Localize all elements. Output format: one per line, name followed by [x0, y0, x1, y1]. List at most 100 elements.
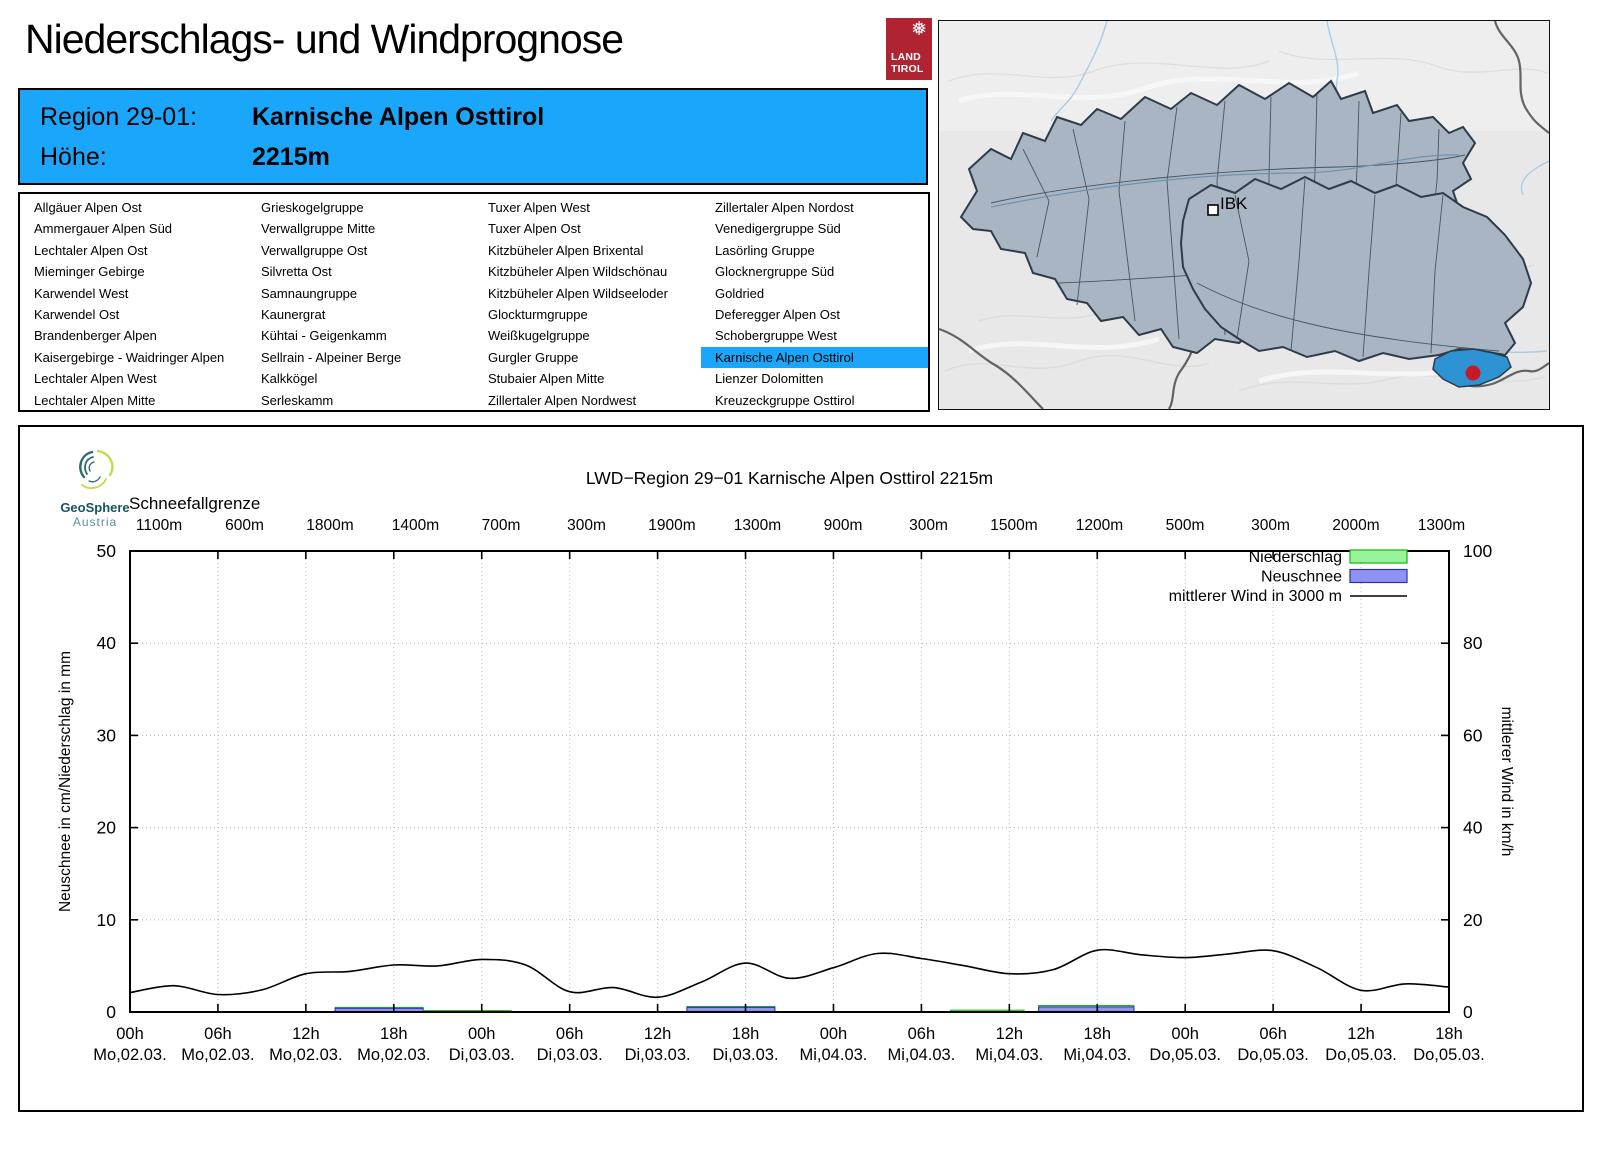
map-region-east-tirol	[1179, 175, 1533, 363]
y-right-axis-title: mittlerer Wind in km/h	[1498, 707, 1515, 857]
x-tick-time-label: 18h	[1084, 1025, 1112, 1043]
region-list-item[interactable]: Deferegger Alpen Ost	[715, 306, 841, 322]
x-tick-date-label: Mi,04.03.	[1063, 1046, 1131, 1064]
chart-grid	[130, 551, 1449, 1012]
region-list-item[interactable]: Stubaier Alpen Mitte	[488, 371, 605, 387]
forecast-chart-panel: GeoSphere Austria LWD−Region 29−01 Karni…	[18, 425, 1584, 1112]
x-tick-date-label: Mi,04.03.	[800, 1046, 868, 1064]
x-tick-time-label: 06h	[1259, 1025, 1287, 1043]
region-list-item[interactable]: Serleskamm	[261, 392, 334, 408]
y-right-tick-label: 20	[1463, 910, 1483, 930]
region-list-item[interactable]: Zillertaler Alpen Nordost	[715, 200, 854, 215]
x-tick-time-label: 00h	[116, 1025, 144, 1043]
region-list-column-2: Grieskogelgruppe Verwallgruppe Mitte Verwa…	[247, 194, 474, 410]
map-location-dot	[1465, 365, 1481, 381]
region-list-item[interactable]: Kitzbüheler Alpen Brixental	[488, 242, 644, 258]
region-list-item[interactable]: Samnaungruppe	[261, 285, 358, 301]
y-left-tick-label: 30	[97, 725, 117, 745]
geosphere-name: GeoSphere	[60, 500, 130, 515]
y-left-tick-label: 10	[97, 910, 117, 930]
region-list-item[interactable]: Ammergauer Alpen Süd	[34, 221, 173, 237]
region-list-item[interactable]: Kaisergebirge - Waidringer Alpen	[34, 349, 225, 365]
region-list-item[interactable]: Verwallgruppe Ost	[261, 242, 368, 258]
region-list-item-selected[interactable]: Karnische Alpen Osttirol	[701, 346, 928, 369]
schneefallgrenze-value: 1500m	[990, 517, 1037, 534]
region-list-item[interactable]: Grieskogelgruppe	[261, 200, 364, 215]
x-tick-time-label: 18h	[380, 1025, 408, 1043]
region-list-item[interactable]: Kitzbüheler Alpen Wildseeloder	[488, 285, 668, 301]
wind-line	[129, 948, 1450, 999]
legend-key-box	[1349, 568, 1408, 584]
region-list-item[interactable]: Lechtaler Alpen West	[34, 371, 157, 387]
region-list-item[interactable]: Verwallgruppe Mitte	[261, 221, 376, 237]
forecast-chart: LWD−Region 29−01 Karnische Alpen Osttiro…	[57, 468, 1515, 1064]
region-list-item[interactable]: Brandenberger Alpen	[34, 328, 157, 344]
geosphere-logo: GeoSphere Austria	[50, 447, 140, 529]
y-left-tick-label: 0	[106, 1002, 116, 1022]
x-tick-date-label: Do,05.03.	[1237, 1046, 1309, 1064]
schneefallgrenze-value: 1300m	[1418, 517, 1465, 534]
y-right-tick-label: 60	[1463, 725, 1483, 745]
x-tick-date-label: Do,05.03.	[1149, 1046, 1221, 1064]
page-title: Niederschlags- und Windprognose	[25, 16, 624, 62]
schneefallgrenze-label: Schneefallgrenze	[129, 494, 260, 513]
x-tick-date-label: Di,03.03.	[713, 1046, 779, 1064]
region-list-item[interactable]: Weißkugelgruppe	[488, 328, 590, 344]
region-list-item[interactable]: Kühtai - Geigenkamm	[261, 328, 387, 344]
region-list-item[interactable]: Mieminger Gebirge	[34, 264, 145, 280]
region-list-item[interactable]: Kreuzeckgruppe Osttirol	[715, 392, 855, 408]
schneefallgrenze-value: 300m	[1251, 517, 1290, 534]
x-tick-date-label: Mi,04.03.	[887, 1046, 955, 1064]
x-tick-time-label: 18h	[1435, 1025, 1463, 1043]
region-list-item[interactable]: Schobergruppe West	[715, 328, 837, 344]
schneefallgrenze-value: 300m	[567, 517, 606, 534]
schneefallgrenze-value: 1100m	[136, 517, 182, 534]
schneefallgrenze-value: 1300m	[734, 517, 781, 534]
region-list-item[interactable]: Glockturmgruppe	[488, 306, 588, 322]
x-tick-time-label: 00h	[468, 1025, 496, 1043]
x-tick-time-label: 12h	[644, 1025, 672, 1043]
region-list-item[interactable]: Kalkkögel	[261, 371, 318, 387]
x-tick-date-label: Di,03.03.	[537, 1046, 603, 1064]
region-list-item[interactable]: Silvretta Ost	[261, 264, 332, 280]
schneefallgrenze-value: 600m	[225, 517, 264, 534]
region-list-item[interactable]: Allgäuer Alpen Ost	[34, 200, 142, 215]
x-tick-time-label: 00h	[820, 1025, 848, 1043]
hoehe-value: 2215m	[252, 143, 330, 171]
region-row: Region 29-01: Karnische Alpen Osttirol	[40, 103, 544, 132]
region-list-item[interactable]: Kitzbüheler Alpen Wildschönau	[488, 264, 668, 280]
region-list-item[interactable]: Venedigergruppe Süd	[715, 221, 841, 237]
region-list-item[interactable]: Karwendel Ost	[34, 306, 120, 322]
region-list-item[interactable]: Lasörling Gruppe	[715, 242, 815, 258]
x-tick-date-label: Mi,04.03.	[975, 1046, 1043, 1064]
chart-border	[129, 550, 1450, 1013]
y-left-tick-label: 20	[97, 818, 117, 838]
x-tick-time-label: 18h	[732, 1025, 760, 1043]
x-tick-date-label: Do,05.03.	[1325, 1046, 1397, 1064]
x-tick-time-label: 00h	[1171, 1025, 1199, 1043]
legend-key-box	[1349, 549, 1408, 564]
y-left-tick-label: 50	[97, 541, 117, 561]
x-tick-time-label: 12h	[1347, 1025, 1375, 1043]
legend-label: mittlerer Wind in 3000 m	[1169, 588, 1342, 605]
region-list-item[interactable]: Tuxer Alpen Ost	[488, 221, 581, 237]
region-list-item[interactable]: Karwendel West	[34, 285, 129, 301]
region-list-item[interactable]: Lienzer Dolomitten	[715, 371, 824, 387]
region-list-item[interactable]: Lechtaler Alpen Mitte	[34, 392, 156, 408]
region-list-item[interactable]: Goldried	[715, 285, 765, 301]
region-header-box: Region 29-01: Karnische Alpen Osttirol H…	[18, 88, 928, 185]
region-list-item[interactable]: Sellrain - Alpeiner Berge	[261, 349, 402, 365]
region-list-item[interactable]: Zillertaler Alpen Nordwest	[488, 392, 637, 408]
tirol-map-svg: IBK	[938, 20, 1550, 410]
region-list-item[interactable]: Gurgler Gruppe	[488, 349, 579, 365]
region-list-item[interactable]: Tuxer Alpen West	[488, 200, 590, 215]
schneefallgrenze-value: 1800m	[306, 517, 353, 534]
region-list-column-3: Tuxer Alpen West Tuxer Alpen Ost Kitzbühel…	[474, 194, 701, 410]
region-list-item[interactable]: Lechtaler Alpen Ost	[34, 242, 148, 258]
y-right-tick-label: 100	[1463, 541, 1492, 561]
region-list: Allgäuer Alpen Ost Ammergauer Alpen Süd Le…	[18, 192, 930, 412]
y-left-axis-title: Neuschnee in cm/Niederschlag in mm	[57, 651, 74, 912]
region-list-item[interactable]: Kaunergrat	[261, 306, 326, 322]
geosphere-sub: Austria	[72, 515, 118, 529]
region-list-item[interactable]: Glocknergruppe Süd	[715, 264, 835, 280]
